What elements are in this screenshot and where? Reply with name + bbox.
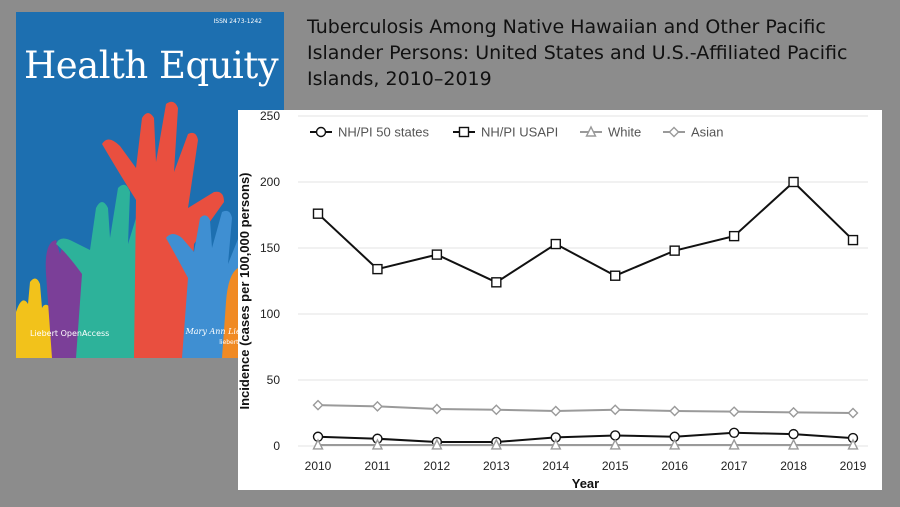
slide-headline: Tuberculosis Among Native Hawaiian and O…: [307, 16, 848, 90]
raised-hands-illustration: [16, 101, 284, 358]
data-point-series-1: [788, 428, 799, 440]
x-axis-title: Year: [572, 476, 599, 490]
data-point-series-2: [550, 238, 561, 250]
data-point-series-3: [312, 438, 324, 450]
data-point-series-4: [728, 406, 740, 418]
data-point-series-3: [728, 438, 740, 450]
legend-marker: [315, 126, 327, 138]
data-point-series-4: [371, 400, 383, 412]
data-point-series-4: [312, 399, 324, 411]
x-tick-label: 2011: [365, 459, 391, 473]
x-tick-label: 2019: [840, 459, 867, 473]
data-point-series-2: [610, 270, 621, 281]
y-tick-label: 0: [273, 439, 280, 453]
journal-title: Health Equity: [24, 44, 279, 87]
legend-marker: [585, 125, 597, 137]
data-point-series-2: [372, 263, 383, 275]
line-chart: 0 50 100 150 200 250 2010 2011 2012 2013 2014 2015 2…: [238, 110, 868, 490]
x-tick-label: 2017: [721, 459, 748, 473]
x-tick-label: 2016: [661, 459, 688, 473]
x-tick-label: 2014: [542, 459, 569, 473]
data-point-series-3: [550, 438, 562, 450]
data-point-series-3: [787, 438, 800, 450]
legend-label: NH/PI USAPI: [481, 125, 558, 140]
legend-label: Asian: [691, 125, 724, 140]
data-point-series-2: [788, 176, 799, 188]
x-tick-label: 2013: [483, 459, 510, 473]
y-axis-title: Incidence (cases per 100,000 persons): [238, 172, 252, 409]
data-point-series-4: [609, 404, 621, 416]
y-tick-label: 100: [260, 307, 280, 321]
x-tick-label: 2012: [424, 459, 451, 473]
legend-marker: [668, 126, 680, 138]
data-point-series-3: [371, 438, 384, 450]
data-point-series-3: [847, 438, 859, 450]
legend-label: NH/PI 50 states: [338, 125, 430, 140]
data-point-series-3: [490, 438, 502, 450]
data-point-series-4: [550, 405, 562, 417]
chart-panel: 0 50 100 150 200 250 2010 2011 2012 2013 2014 2015 2…: [238, 110, 882, 490]
data-point-series-4: [788, 406, 800, 418]
data-point-series-3: [609, 438, 621, 450]
data-point-series-4: [490, 404, 502, 416]
data-point-series-1: [728, 427, 740, 438]
data-point-series-2: [431, 249, 443, 260]
y-tick-label: 200: [260, 175, 280, 189]
x-tick-label: 2010: [305, 459, 332, 473]
y-tick-label: 250: [260, 110, 280, 123]
x-tick-label: 2018: [780, 459, 807, 473]
y-tick-label: 50: [267, 373, 281, 387]
series-line-4: [317, 404, 854, 414]
y-tick-label: 150: [260, 241, 280, 255]
data-point-series-2: [847, 234, 859, 246]
data-point-series-4: [669, 405, 681, 417]
data-point-series-4: [431, 403, 443, 415]
legend-label: White: [608, 125, 641, 140]
series-line-1: [317, 431, 854, 444]
legend-marker: [458, 126, 470, 138]
data-point-series-2: [669, 245, 680, 256]
data-point-series-4: [847, 407, 859, 419]
data-point-series-2: [728, 230, 740, 242]
publisher-name: Mary Ann Liebert, Inc.: [185, 327, 278, 336]
issn-label: ISSN 2473-1242: [213, 18, 263, 25]
x-tick-label: 2015: [602, 459, 629, 473]
publisher-open-access-label: Liebert OpenAccess: [30, 329, 110, 338]
data-point-series-3: [431, 438, 443, 450]
data-point-series-2: [491, 277, 502, 288]
series-line-2: [317, 180, 854, 284]
data-point-series-2: [312, 208, 324, 219]
data-point-series-3: [669, 438, 681, 450]
